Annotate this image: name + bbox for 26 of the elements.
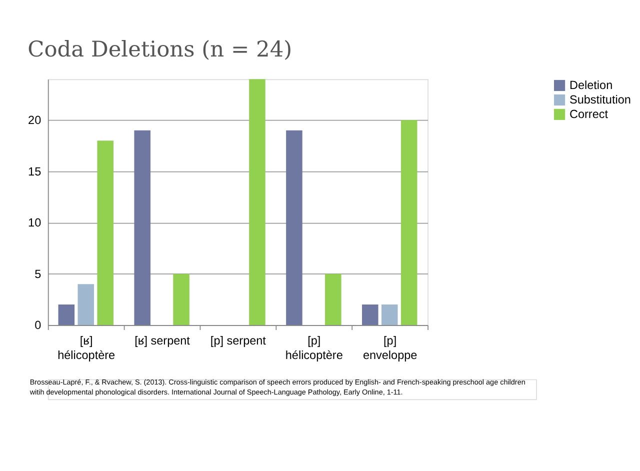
bar — [381, 304, 398, 326]
chart-title: Coda Deletions (n = 24) — [28, 38, 292, 63]
x-tick-label: [p] hélicoptère — [285, 334, 344, 362]
x-tick-label: [p] enveloppe — [362, 334, 418, 362]
x-tick-label: [p] serpent — [210, 334, 267, 348]
x-tick-label: [ʁ] hélicoptère — [58, 334, 116, 362]
text: Brosseau-Lapré, F., & Rvachew, S. (2013). Cross-linguistic comparison of speech errors produced by English- and French-speaking preschool age children witih developmental phonological disorders. International Journal of Speech-Language Pathology, Early Online, 1-11. — [28, 378, 526, 397]
bar — [362, 304, 378, 326]
bar — [97, 140, 114, 326]
bar — [134, 130, 150, 326]
bar — [400, 120, 418, 326]
y-tick-label: 20 — [28, 114, 42, 128]
bar — [249, 79, 266, 326]
legend-label: Deletion — [569, 79, 613, 92]
bar — [78, 284, 94, 326]
x-tick-label: [ʁ] serpent — [134, 334, 191, 348]
y-tick-label: 5 — [34, 268, 42, 281]
legend-label: Substitution — [569, 94, 631, 107]
y-tick-label: 15 — [28, 165, 42, 178]
legend-label: Correct — [569, 108, 609, 122]
bar — [58, 304, 75, 326]
bar — [325, 274, 342, 326]
bar — [173, 274, 190, 326]
y-tick-label: 10 — [28, 216, 42, 230]
y-tick-label: 0 — [34, 319, 42, 332]
bar — [286, 130, 302, 326]
